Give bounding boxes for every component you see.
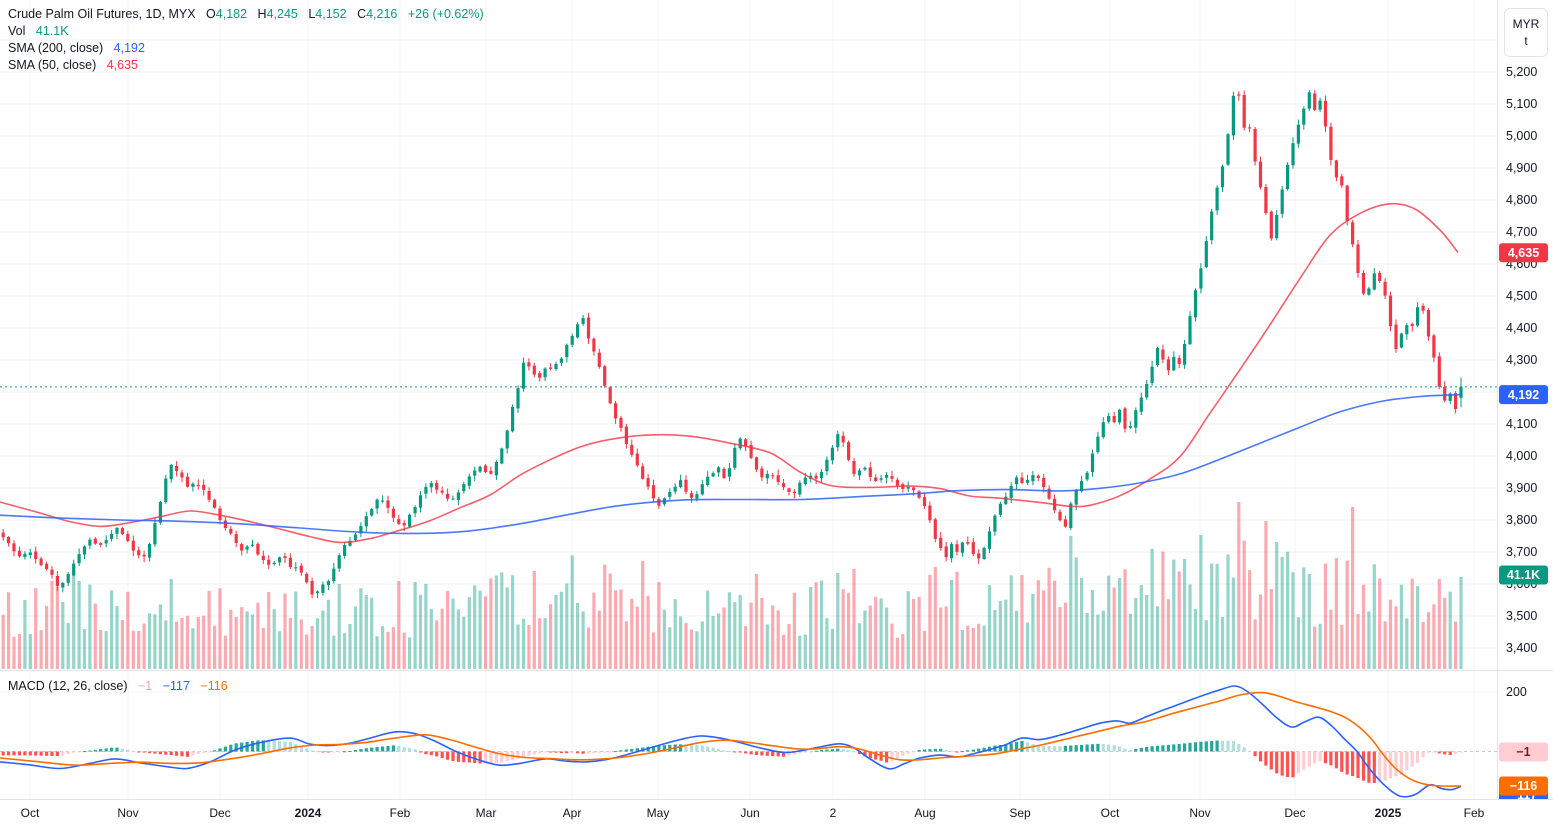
sma200-label: SMA (200, close) [8,41,104,55]
svg-text:4,900: 4,900 [1506,161,1537,175]
legend-volume-row[interactable]: Vol 41.1K [8,23,484,40]
svg-text:4,700: 4,700 [1506,225,1537,239]
svg-text:5,000: 5,000 [1506,129,1537,143]
svg-text:200: 200 [1506,685,1527,699]
sma50-value: 4,635 [106,58,138,72]
svg-text:5,100: 5,100 [1506,97,1537,111]
svg-text:−116: −116 [1510,779,1538,793]
macd-signal-line [0,691,1462,787]
unit-label[interactable]: t [1524,34,1528,48]
sma50-label: SMA (50, close) [8,58,97,72]
chip-sma50 [1499,243,1548,263]
volume-bars [1,502,1463,669]
chip-sma200 [1499,385,1548,405]
time-label: May [647,806,670,820]
macd-label: MACD (12, 26, close) [8,679,128,693]
svg-text:3,700: 3,700 [1506,545,1537,559]
svg-text:4,100: 4,100 [1506,417,1537,431]
open-value: 4,182 [215,7,248,21]
candles [1,90,1463,599]
legend-sma50-row[interactable]: SMA (50, close) 4,635 [8,57,484,74]
high-value: 4,245 [266,7,298,21]
time-label: Jun [740,806,759,820]
volume-label: Vol [8,24,26,38]
time-label: Feb [1464,806,1485,820]
time-label: Apr [563,806,582,820]
symbol-title[interactable]: Crude Palm Oil Futures, 1D, MYX [8,7,196,21]
chip-hist [1499,742,1548,762]
high-label: H [257,7,267,21]
price-axis[interactable]: 5,2005,1005,0004,9004,8004,7004,6004,500… [1497,0,1553,827]
close-value: 4,216 [366,7,398,21]
svg-text:4,800: 4,800 [1506,193,1537,207]
change-value: +26 (+0.62%) [407,7,484,21]
sma-200-line [0,393,1462,535]
currency-unit-toggle[interactable]: MYR t [1504,8,1548,57]
legend-symbol-row[interactable]: Crude Palm Oil Futures, 1D, MYX O4,182 H… [8,6,484,23]
low-value: 4,152 [315,7,347,21]
sma-50-line [0,202,1459,544]
svg-text:3,800: 3,800 [1506,513,1537,527]
time-label: Feb [390,806,411,820]
macd-line-value: −117 [162,679,190,693]
macd-signal-value: −116 [200,679,228,693]
svg-text:3,500: 3,500 [1506,609,1537,623]
time-label: Oct [21,806,40,820]
close-label: C [357,7,367,21]
currency-label[interactable]: MYR [1512,17,1540,31]
svg-text:3,900: 3,900 [1506,481,1537,495]
macd-legend-row[interactable]: MACD (12, 26, close) −1 −117 −116 [8,679,228,693]
svg-text:41.1K: 41.1K [1507,568,1540,582]
time-label: Dec [209,806,230,820]
chip-signal [1499,776,1548,796]
time-label: Sep [1009,806,1031,820]
time-label: Nov [1189,806,1210,820]
time-axis[interactable]: Oct Nov Dec 2024 Feb Mar Apr May Jun 2 Aug Sep Oct No… [0,799,1553,827]
time-label: Nov [117,806,138,820]
symbol-legend: Crude Palm Oil Futures, 1D, MYX O4,182 H… [8,6,484,74]
time-label: 2 [830,806,837,820]
low-label: L [308,7,316,21]
svg-text:4,000: 4,000 [1506,449,1537,463]
time-label: 2025 [1375,806,1402,820]
grid [0,0,1497,800]
svg-text:4,400: 4,400 [1506,321,1537,335]
time-label: Oct [1101,806,1120,820]
svg-text:4,192: 4,192 [1508,388,1539,402]
time-label: 2024 [295,806,322,820]
time-label: Dec [1284,806,1305,820]
open-label: O [206,7,216,21]
svg-text:4,635: 4,635 [1508,246,1539,260]
time-label: Aug [914,806,935,820]
chip-volume [1499,565,1548,585]
macd-hist-value: −1 [137,679,153,693]
sma200-value: 4,192 [113,41,145,55]
svg-text:3,400: 3,400 [1506,641,1537,655]
legend-sma200-row[interactable]: SMA (200, close) 4,192 [8,40,484,57]
volume-value: 41.1K [35,24,69,38]
svg-text:4,500: 4,500 [1506,289,1537,303]
svg-text:5,200: 5,200 [1506,65,1537,79]
svg-text:−1: −1 [1516,745,1530,759]
svg-text:4,300: 4,300 [1506,353,1537,367]
time-label: Mar [476,806,497,820]
